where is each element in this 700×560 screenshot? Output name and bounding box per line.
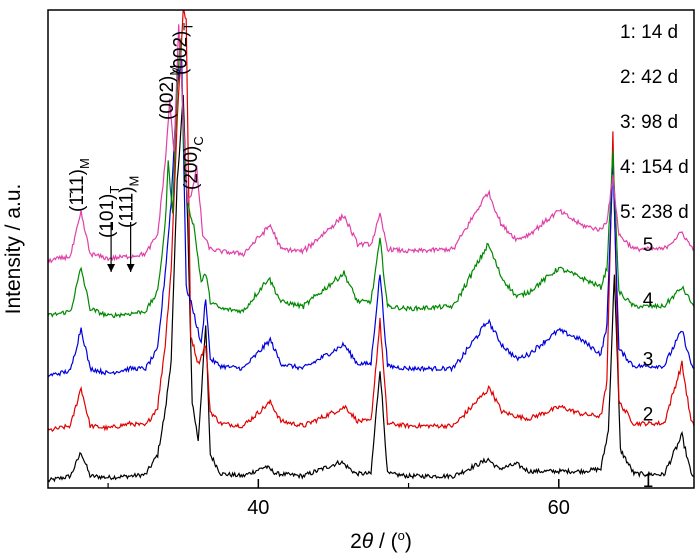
series-label-1: 1	[643, 471, 654, 492]
series-line-3	[48, 60, 694, 378]
peak-label-5: (002)T	[171, 23, 196, 75]
legend-entry-4: 4: 154 d	[620, 157, 689, 178]
x-tick-label-40: 40	[247, 497, 269, 519]
peak-label-main-5: (002)	[171, 31, 192, 75]
curves-layer	[48, 10, 694, 483]
peak-label-main-3: (111)	[117, 186, 138, 228]
peak-label-sub-3: M	[127, 176, 142, 187]
legend-entry-3: 3: 98 d	[620, 112, 678, 133]
peak-label-main-4: (002)	[157, 76, 178, 120]
series-label-2: 2	[643, 405, 654, 426]
x-axis-title-degree: o	[398, 528, 405, 543]
series-line-4	[48, 38, 694, 319]
peak-label-sub-2: T	[107, 186, 122, 194]
legend-entry-1: 1: 14 d	[620, 22, 678, 43]
y-axis-title: Intensity / a.u.	[2, 184, 25, 315]
series-line-1	[48, 94, 694, 483]
legend-entry-5: 5: 238 d	[620, 202, 689, 223]
peak-annotation-layer: (1̄11)M(101)T(111)M(002)M(002)T(200)C	[67, 23, 206, 272]
tick-layer: 40 60	[107, 479, 570, 519]
peak-arrowhead-1	[107, 264, 116, 272]
x-axis-title-theta: θ	[362, 530, 374, 553]
series-label-3: 3	[643, 350, 654, 371]
series-label-5: 5	[643, 235, 654, 256]
peak-label-1: (1̄11)M	[67, 158, 92, 212]
series-line-2	[48, 10, 694, 433]
x-axis-title-close: )	[405, 530, 412, 553]
curve-label-layer: 1 2 3 4 5	[643, 235, 654, 492]
x-axis-title-sym: 2	[350, 530, 362, 553]
peak-label-sub-5: T	[181, 23, 196, 31]
x-tick-label-60: 60	[548, 497, 570, 519]
peak-label-4: (002)M	[157, 65, 182, 120]
peak-label-2: (101)T	[97, 186, 122, 238]
plot-frame	[47, 9, 695, 489]
x-axis-title: 2θ / (o)	[350, 528, 412, 553]
peak-label-sub-6: C	[191, 136, 206, 145]
peak-arrowhead-2	[126, 264, 135, 272]
series-line-5	[48, 24, 694, 264]
peak-label-sub-4: M	[167, 65, 182, 76]
peak-label-3: (111)M	[117, 176, 142, 228]
series-label-4: 4	[643, 290, 654, 311]
peak-label-sub-1: M	[77, 158, 92, 169]
peak-label-main-6: (200)	[181, 146, 202, 190]
legend-entry-2: 2: 42 d	[620, 67, 678, 88]
peak-label-main-1: (1̄11)	[67, 169, 88, 212]
peak-label-main-2: (101)	[97, 194, 118, 238]
x-axis-title-unit: / (	[373, 530, 398, 553]
peak-label-6: (200)C	[181, 136, 206, 190]
legend: 1: 14 d 2: 42 d 3: 98 d 4: 154 d 5: 238 d	[620, 22, 689, 223]
